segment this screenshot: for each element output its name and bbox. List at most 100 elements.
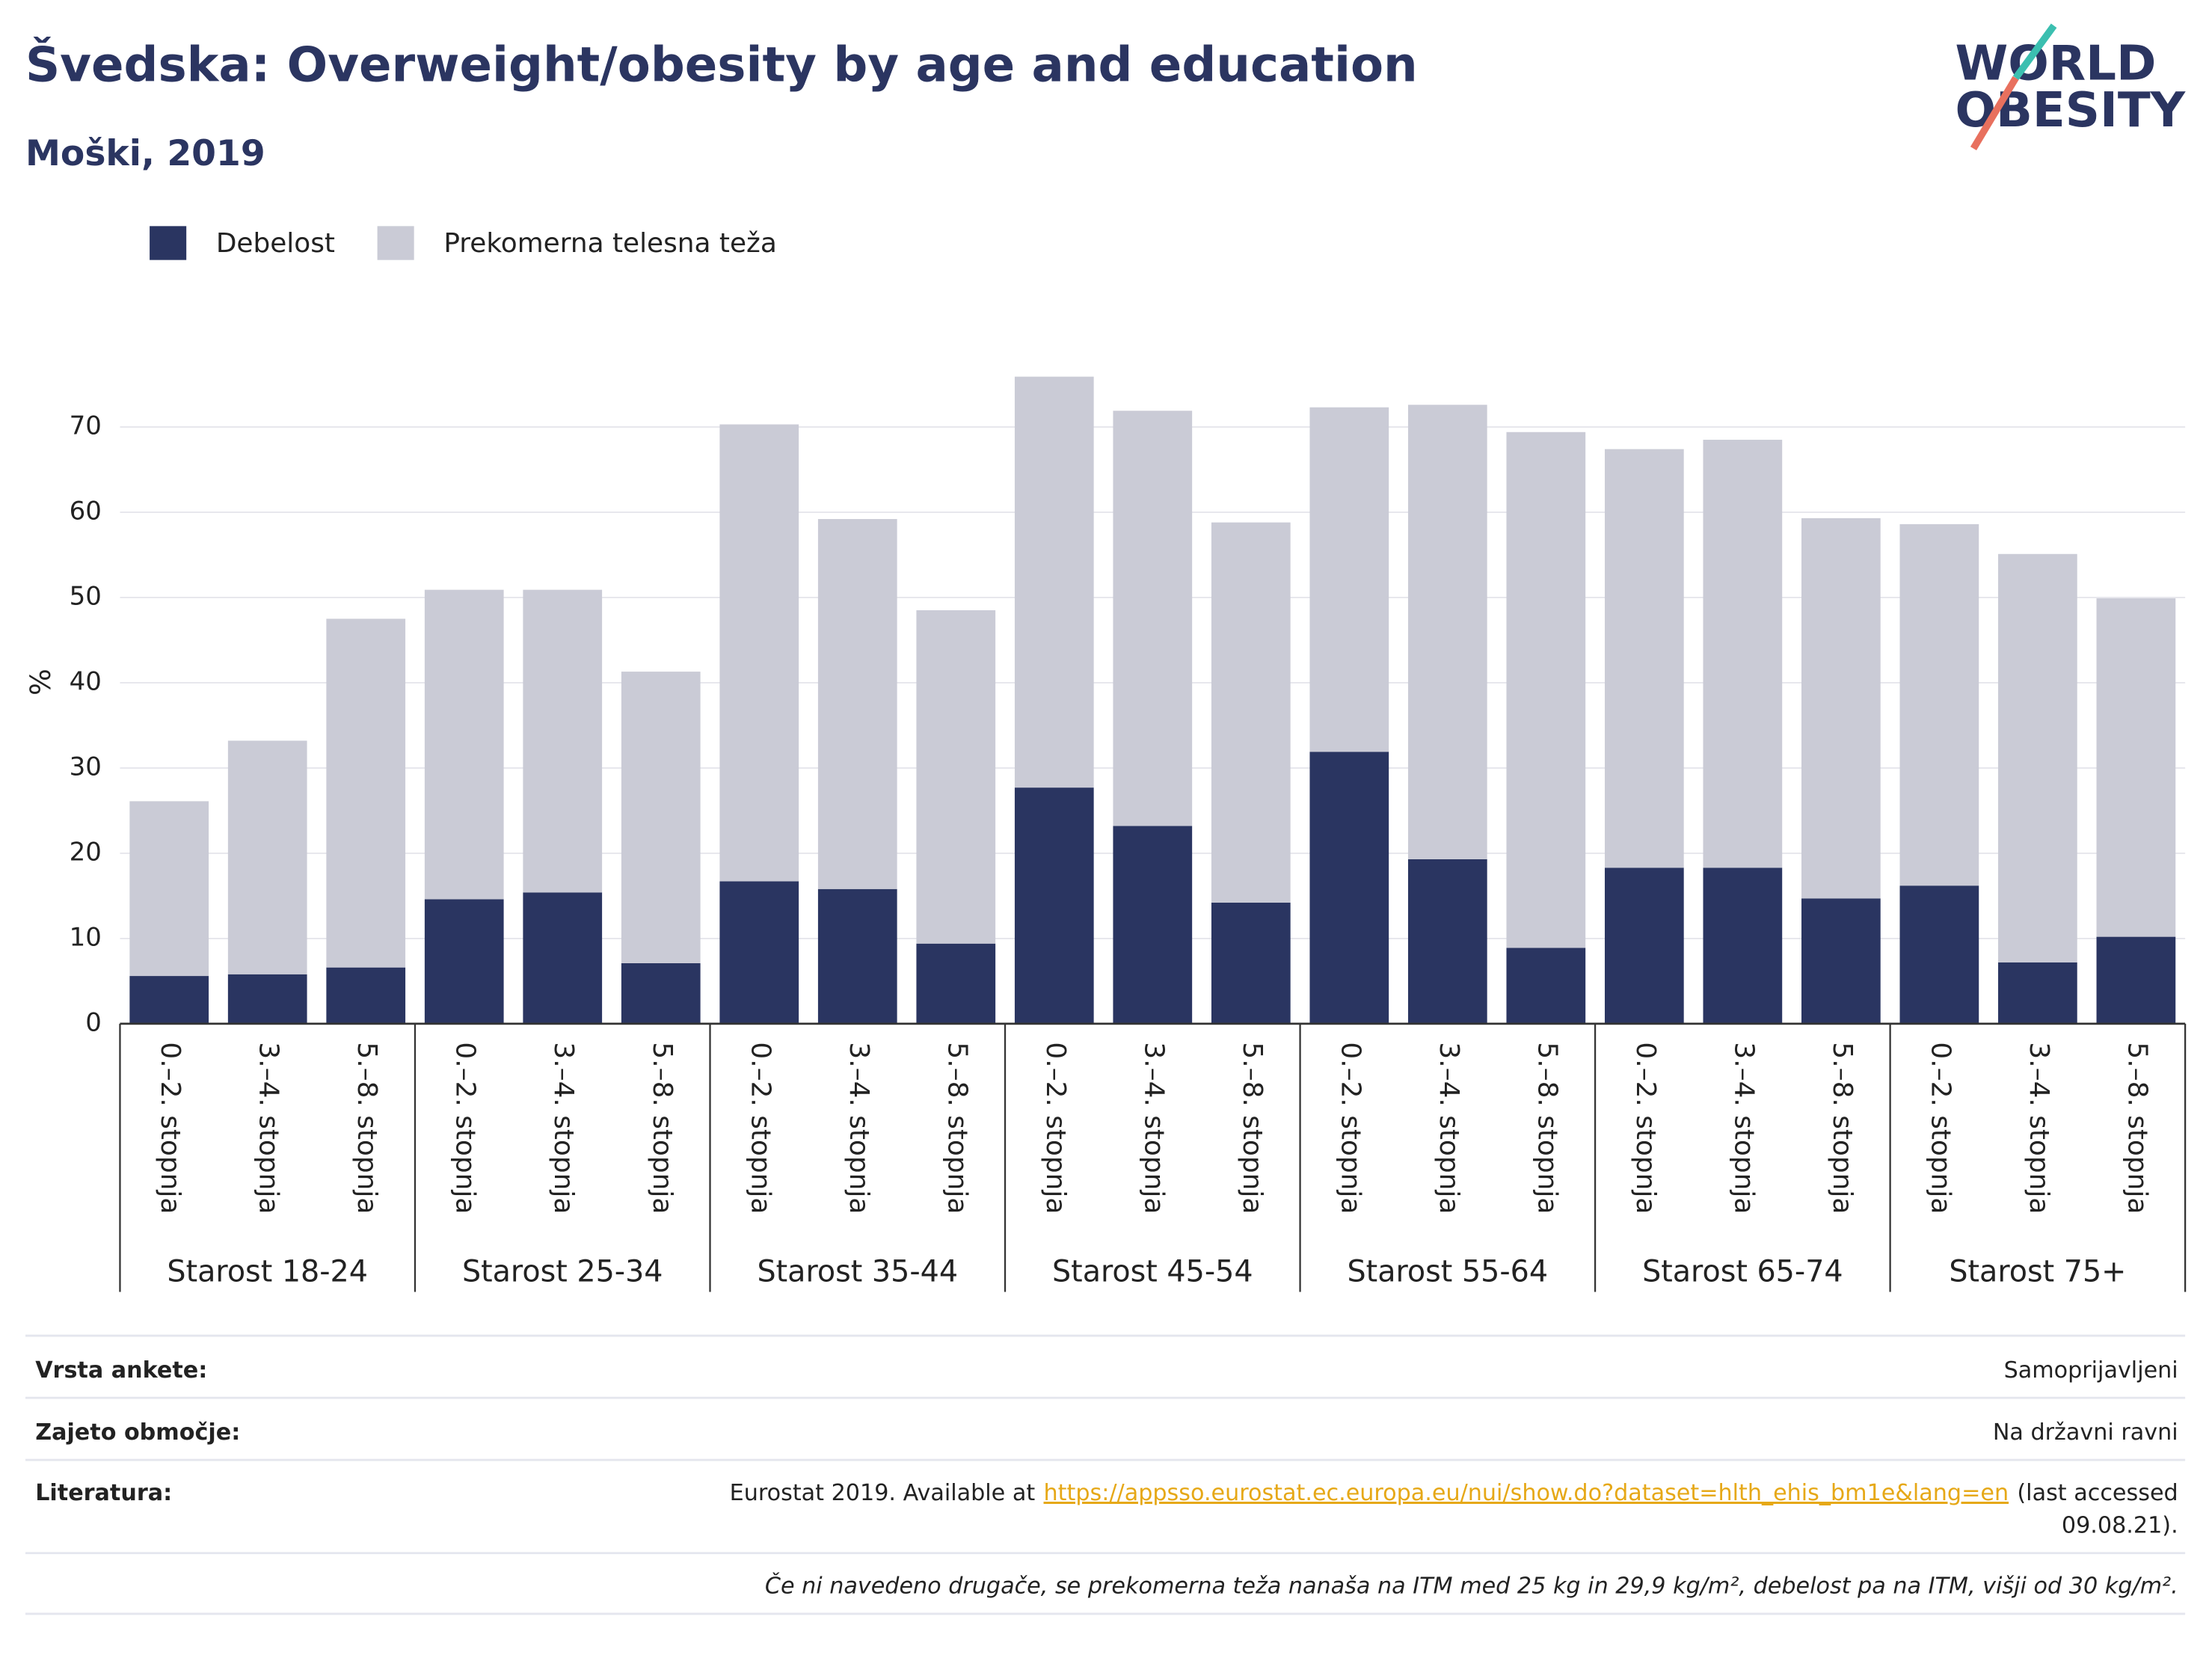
x-tick-label: 5.–8. stopnja [2122,1042,2152,1214]
y-tick-label: 70 [70,411,102,440]
logo-text: OBESITY [1955,82,2186,138]
bar-segment [1211,522,1291,903]
legend-swatch [377,226,414,260]
x-tick-label: 0.–2. stopnja [745,1042,775,1214]
footer-link: https://appsso.eurostat.ec.europa.eu/nui… [1044,1480,2009,1506]
bar-segment [817,888,897,1024]
bar-segment [1309,752,1389,1024]
bar-segment [1309,407,1389,752]
bar-segment [129,801,209,977]
x-tick-label: 0.–2. stopnja [1040,1042,1071,1214]
chart-subtitle: Moški, 2019 [25,133,265,174]
bar-segment [1113,411,1193,826]
bar-segment [1998,553,2077,962]
bar-segment [227,974,307,1024]
x-tick-label: 5.–8. stopnja [1827,1042,1858,1214]
y-tick-label: 50 [70,581,102,611]
bar-segment [523,589,603,893]
group-label: Starost 65-74 [1642,1255,1843,1289]
x-tick-label: 3.–4. stopnja [254,1042,284,1214]
x-tick-label: 3.–4. stopnja [548,1042,579,1214]
group-label: Starost 35-44 [757,1255,958,1289]
x-tick-label: 0.–2. stopnja [1925,1042,1956,1214]
footer-label: Vrsta ankete: [35,1357,207,1384]
group-label: Starost 55-64 [1348,1255,1549,1289]
group-label: Starost 75+ [1949,1255,2126,1289]
bar-segment [1899,885,1979,1024]
bar-segment [719,424,799,882]
x-tick-label: 3.–4. stopnja [844,1042,874,1214]
bar-segment [1407,859,1487,1024]
x-tick-label: 3.–4. stopnja [1728,1042,1759,1214]
x-tick-label: 3.–4. stopnja [2024,1042,2054,1214]
bar-segment [1703,868,1783,1024]
y-tick-label: 60 [70,496,102,526]
bar-segment [621,962,701,1024]
bar-segment [817,519,897,889]
group-label: Starost 18-24 [167,1255,368,1289]
bar-segment [1407,405,1487,859]
bar-segment [1014,376,1094,788]
bar-segment [1801,518,1881,899]
x-tick-label: 3.–4. stopnja [1434,1042,1464,1214]
bar-segment [326,618,406,968]
bar-segment [621,672,701,963]
bar-segment [1998,962,2077,1024]
logo-text: WORLD [1955,36,2156,92]
footer-text: (last accessed [2017,1480,2178,1506]
footer-text: Eurostat 2019. Available at [730,1480,1036,1506]
bar-segment [916,943,996,1024]
legend-swatch [150,226,187,260]
bar-segment [424,589,504,900]
y-tick-label: 30 [70,752,102,782]
bar-segment [1801,898,1881,1024]
x-tick-label: 5.–8. stopnja [351,1042,382,1214]
bar-segment [1899,523,1979,886]
y-tick-label: 10 [70,922,102,952]
bar-segment [719,881,799,1024]
legend-label: Debelost [216,228,335,259]
bar-segment [1506,432,1586,948]
chart-title: Švedska: Overweight/obesity by age and e… [25,37,1418,93]
bar-segment [523,892,603,1024]
x-tick-label: 0.–2. stopnja [1335,1042,1365,1214]
x-tick-label: 0.–2. stopnja [450,1042,481,1214]
x-tick-label: 5.–8. stopnja [647,1042,678,1214]
y-tick-label: 20 [70,837,102,867]
bar-segment [326,967,406,1024]
bar-segment [424,899,504,1024]
group-label: Starost 25-34 [462,1255,663,1289]
footer-label: Zajeto območje: [35,1419,240,1446]
x-tick-label: 5.–8. stopnja [1237,1042,1268,1214]
bar-segment [227,740,307,974]
bar-segment [916,610,996,944]
bar-segment [129,976,209,1024]
x-tick-label: 0.–2. stopnja [1630,1042,1661,1214]
bar-segment [1703,440,1783,868]
x-tick-label: 3.–4. stopnja [1138,1042,1169,1214]
x-tick-label: 5.–8. stopnja [941,1042,972,1214]
bar-segment [1211,903,1291,1024]
footer-value: Samoprijavljeni [2004,1357,2178,1384]
bar-segment [1113,826,1193,1024]
y-tick-label: 0 [85,1007,102,1037]
bar-segment [2096,598,2176,937]
footer-text: 09.08.21). [2062,1512,2178,1538]
bar-segment [1506,948,1586,1024]
legend-label: Prekomerna telesna teža [443,228,777,259]
x-tick-label: 5.–8. stopnja [1531,1042,1562,1214]
logo-slash [1970,76,2019,150]
group-label: Starost 45-54 [1052,1255,1253,1289]
bar-segment [2096,936,2176,1024]
y-tick-label: 40 [70,666,102,696]
bar-segment [1604,868,1684,1024]
footer-note: Če ni navedeno drugače, se prekomerna te… [765,1572,2178,1600]
bar-segment [1014,787,1094,1024]
footer-label: Literatura: [35,1480,172,1506]
bar-segment [1604,449,1684,868]
footer-value: Na državni ravni [1993,1419,2178,1446]
logo-slash [2012,23,2057,80]
y-axis-label: % [24,669,57,696]
x-tick-label: 0.–2. stopnja [155,1042,185,1214]
